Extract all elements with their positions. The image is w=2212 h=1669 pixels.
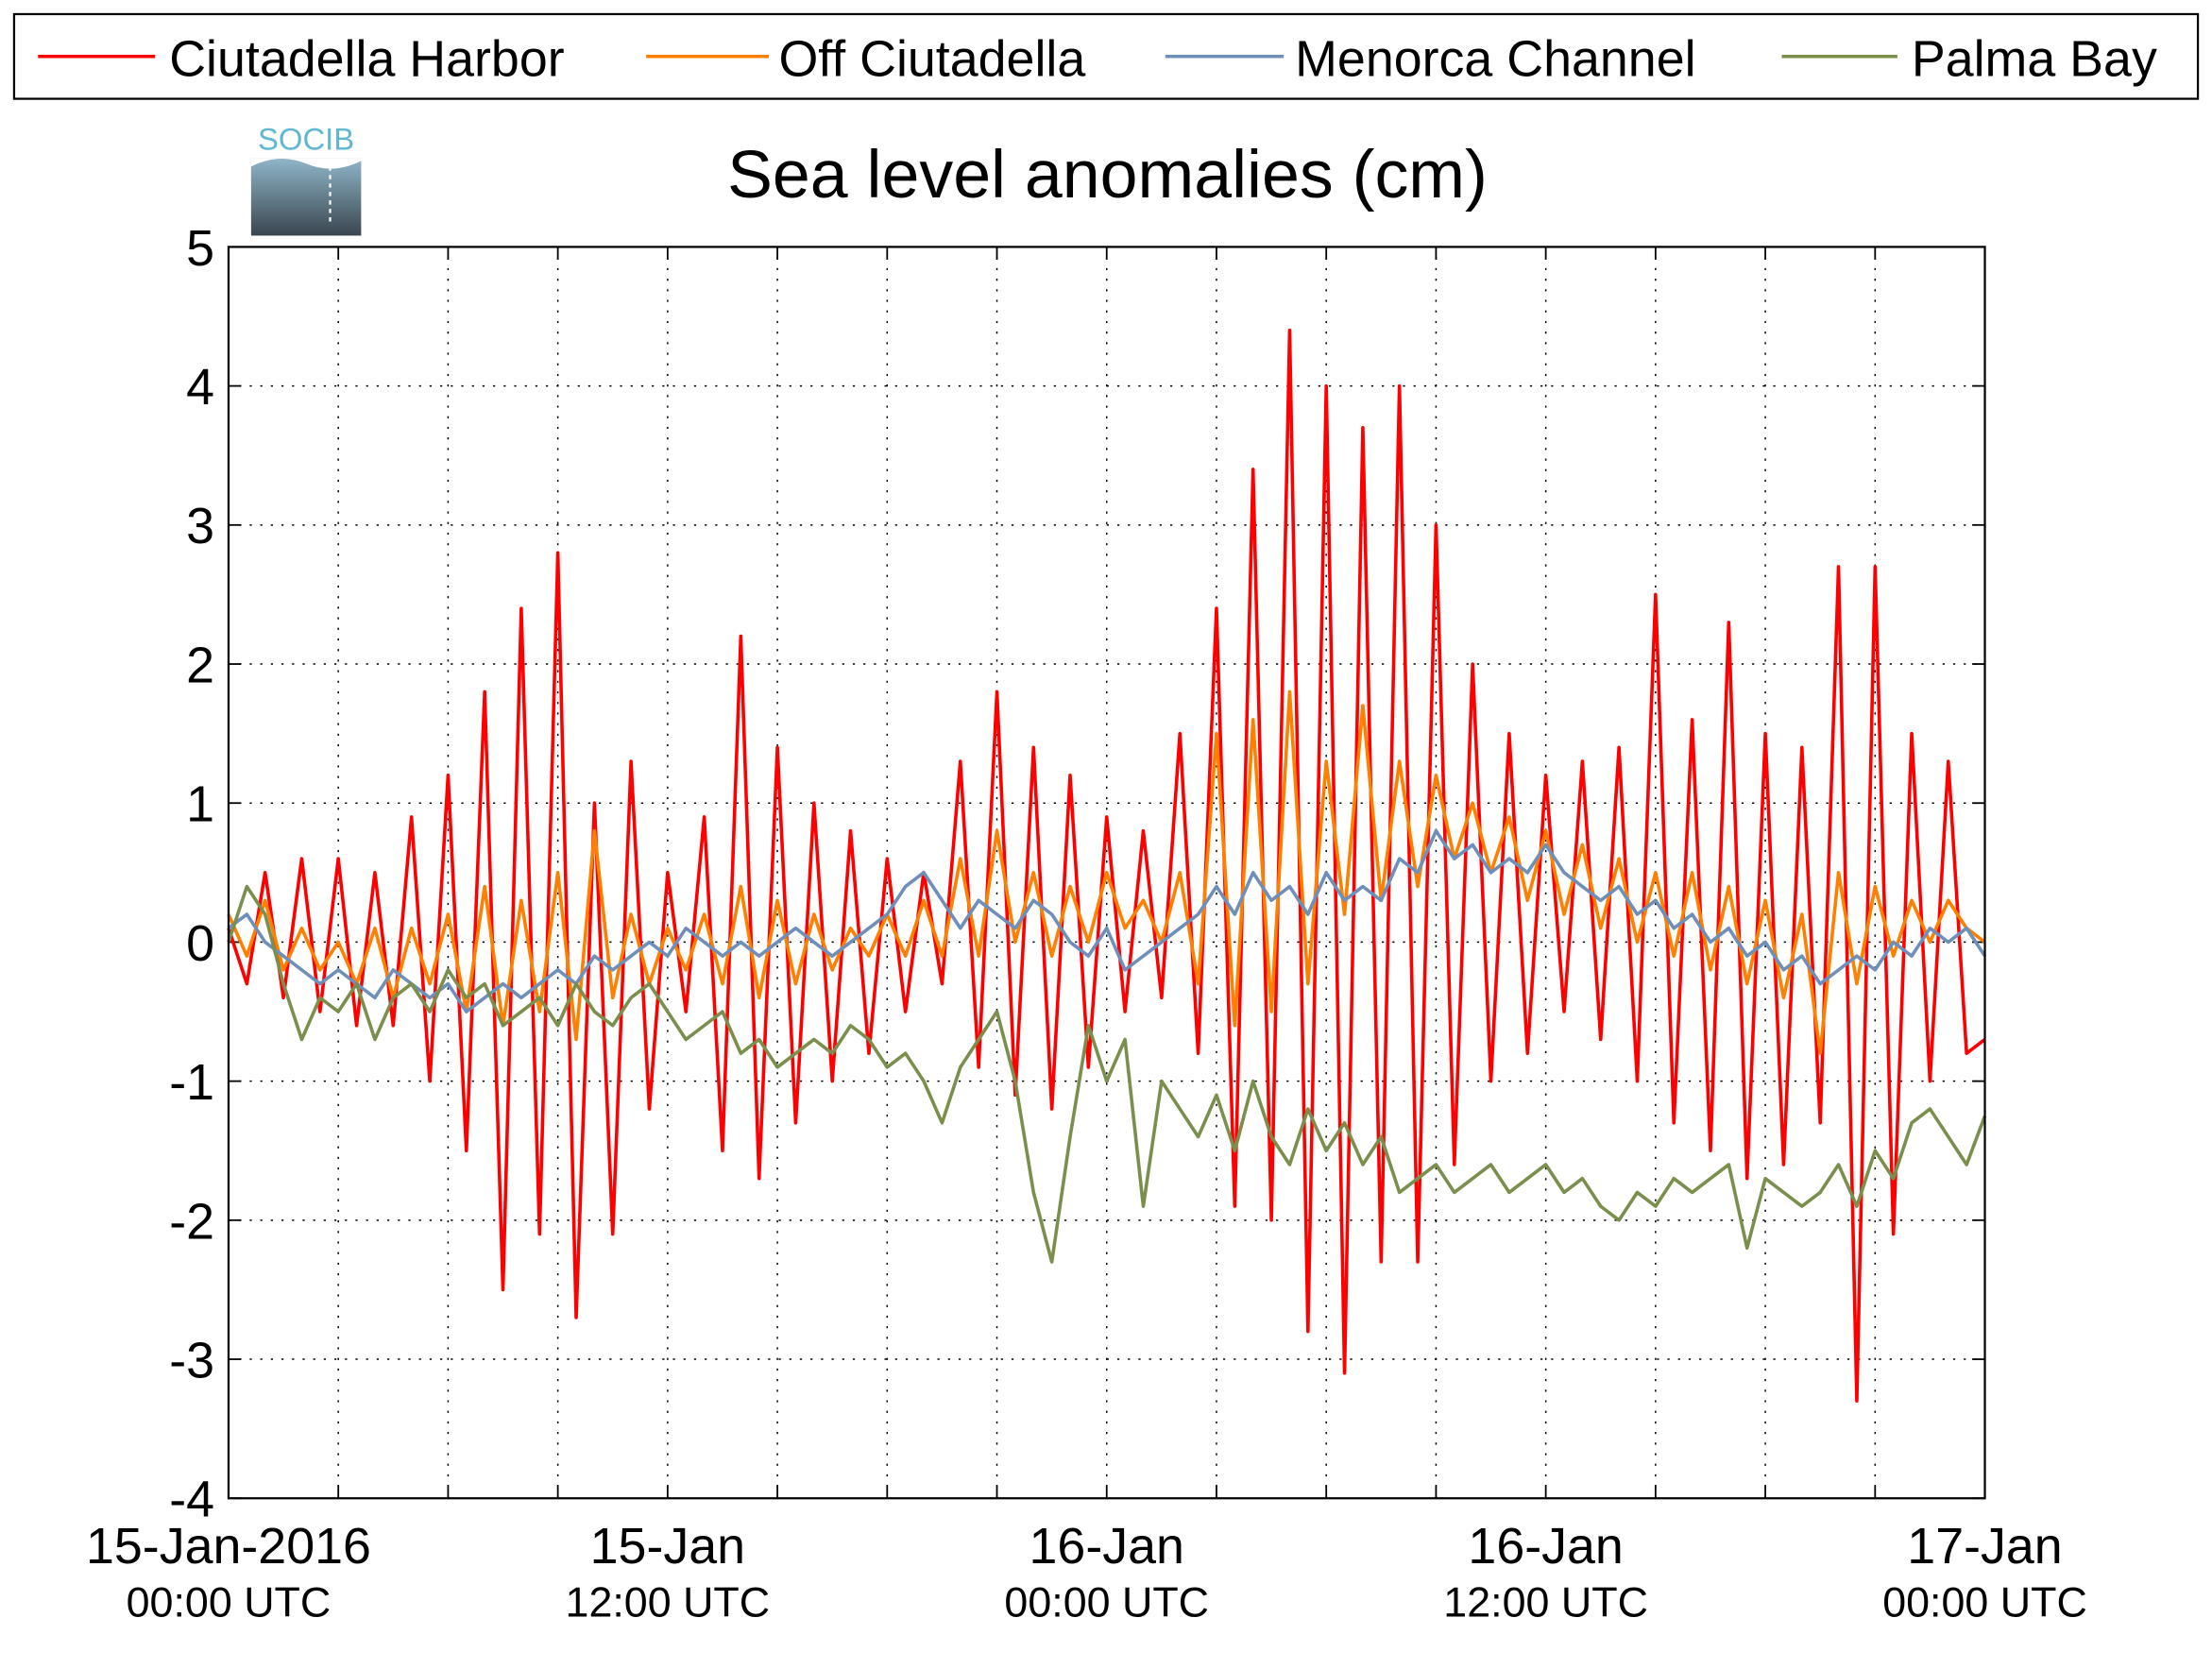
y-tick-label: 0: [186, 915, 214, 972]
x-tick-label: 15-Jan: [590, 1518, 745, 1575]
y-tick-label: 1: [186, 776, 214, 833]
y-tick-label: 4: [186, 359, 214, 416]
y-tick-label: 2: [186, 637, 214, 693]
logo-text: SOCIB: [258, 121, 354, 156]
x-tick-label: 00:00 UTC: [127, 1579, 332, 1626]
logo: SOCIB: [250, 121, 362, 236]
plot-frame: [227, 246, 1986, 1500]
legend-label: Off Ciutadella: [778, 31, 1085, 88]
x-tick-label: 16-Jan: [1468, 1518, 1623, 1575]
legend-label: Menorca Channel: [1295, 31, 1695, 88]
y-tick-label: 3: [186, 498, 214, 554]
x-tick-label: 16-Jan: [1029, 1518, 1184, 1575]
x-tick-label: 00:00 UTC: [1004, 1579, 1209, 1626]
x-tick-label: 17-Jan: [1907, 1518, 2062, 1575]
series-line: [227, 328, 1986, 1403]
y-tick-label: -2: [169, 1193, 214, 1250]
x-tick-label: 12:00 UTC: [1443, 1579, 1648, 1626]
x-tick-label: 00:00 UTC: [1882, 1579, 2087, 1626]
chart-title: Sea level anomalies (cm): [727, 137, 1488, 213]
series-line: [227, 828, 1987, 1013]
legend-label: Ciutadella Harbor: [169, 31, 564, 88]
y-tick-label: -3: [169, 1332, 214, 1388]
y-tick-label: 5: [186, 220, 214, 277]
logo-image: [250, 158, 362, 236]
x-tick-label: 15-Jan-2016: [86, 1518, 371, 1575]
series-line: [227, 690, 1986, 1055]
logo-wave: [250, 158, 362, 169]
legend-label: Palma Bay: [1912, 31, 2157, 88]
x-tick-label: 12:00 UTC: [566, 1579, 771, 1626]
y-tick-label: -1: [169, 1054, 214, 1111]
series-line: [227, 884, 1987, 1264]
y-tick-label: -4: [169, 1472, 214, 1528]
